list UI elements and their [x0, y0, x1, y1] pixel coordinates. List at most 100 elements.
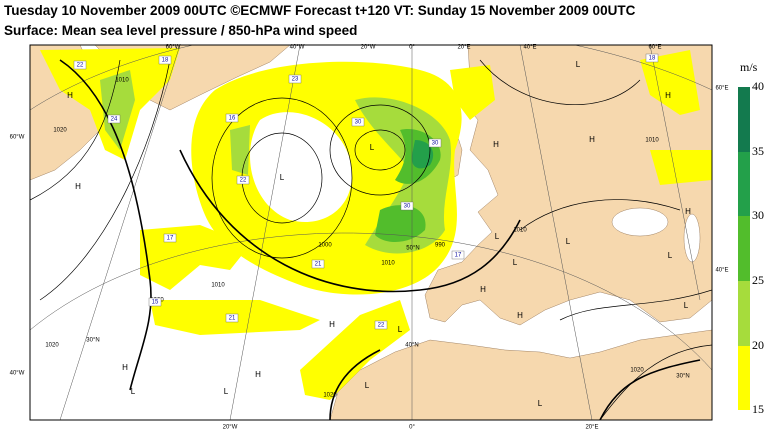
- pressure-center: L: [224, 387, 229, 396]
- colorbar-segment: [738, 216, 750, 281]
- wind-label: 16: [229, 116, 236, 122]
- lon-label: 60°E: [648, 45, 661, 51]
- wind-label: 21: [315, 262, 322, 268]
- legend-level: 35: [752, 144, 764, 158]
- isobar-label: 1020: [323, 393, 337, 399]
- lon-label: 40°W: [290, 45, 305, 51]
- lon-label: 20°W: [223, 425, 238, 431]
- isobar-label: 1010: [645, 138, 659, 144]
- colorbar-segment: [738, 281, 750, 346]
- pressure-center: H: [329, 320, 335, 329]
- wind-label-box: [107, 114, 121, 124]
- grid-label: 30°N: [676, 374, 689, 380]
- grid-label: 50°N: [406, 246, 419, 252]
- pressure-center: L: [370, 143, 375, 152]
- subtitle: Surface: Mean sea level pressure / 850-h…: [4, 23, 357, 38]
- wind-label: 24: [111, 117, 118, 123]
- wind-label-box: [225, 113, 239, 123]
- pressure-center: H: [67, 91, 73, 100]
- wind-15-20: [450, 50, 712, 185]
- legend-level: 40: [752, 79, 764, 93]
- wind-label-box: [163, 233, 177, 243]
- wind-labels: 22 18 23 16 22 17 21 21 15 24 30 30 30 17 18 22: [73, 53, 659, 330]
- caspian-sea: [683, 213, 701, 263]
- lat-label: 40°W: [10, 371, 25, 377]
- isobar-label: 1020: [53, 128, 67, 134]
- isobar-label: 990: [435, 243, 446, 249]
- pressure-center: H: [480, 285, 486, 294]
- pressure-center: H: [589, 135, 595, 144]
- isobar-label: 1020: [45, 343, 59, 349]
- lon-label: 20°E: [457, 45, 470, 51]
- wind-label-box: [225, 313, 239, 323]
- wind-label-box: [374, 320, 388, 330]
- wind-label-box: [158, 55, 172, 65]
- legend-level: 30: [752, 208, 764, 222]
- pressure-center: L: [576, 60, 581, 69]
- wind-label: 18: [649, 56, 656, 62]
- pressure-center: L: [566, 237, 571, 246]
- pressure-centers: L H H L L H H H L L L L H H L H L L L H H H L L: [67, 60, 691, 408]
- colorbar-segment: [738, 87, 750, 152]
- wind-label: 22: [77, 63, 84, 69]
- lat-label: 60°W: [10, 135, 25, 141]
- isobar-1020: [59, 59, 701, 420]
- wind-label-box: [428, 138, 442, 148]
- legend-level: 20: [752, 338, 764, 352]
- wind-20-25: [100, 70, 250, 175]
- pressure-center: L: [668, 251, 673, 260]
- isobar: [30, 59, 712, 420]
- wind-label: 17: [167, 236, 174, 242]
- lat-label: 40°E: [715, 268, 728, 274]
- map-frame: [29, 44, 713, 421]
- pressure-center: H: [493, 140, 499, 149]
- colorbar-segment: [738, 346, 750, 410]
- pressure-center: L: [513, 258, 518, 267]
- lon-label: 0°: [409, 45, 415, 51]
- legend-level: 15: [752, 402, 764, 416]
- isobar-label: 1020: [630, 368, 644, 374]
- isobar-label: 1010: [115, 78, 129, 84]
- isobar-label: 1000: [318, 243, 332, 249]
- pressure-center: L: [495, 232, 500, 241]
- wind-label: 17: [455, 253, 462, 259]
- lon-label: 20°W: [361, 45, 376, 51]
- pressure-center: H: [255, 370, 261, 379]
- wind-label: 21: [229, 316, 236, 322]
- wind-label-box: [400, 201, 414, 211]
- black-sea: [611, 207, 669, 237]
- land-africa: [329, 329, 712, 420]
- colorbar-segment: [738, 152, 750, 216]
- pressure-center: L: [365, 381, 370, 390]
- wind-label: 15: [152, 300, 159, 306]
- pressure-center: L: [280, 173, 285, 182]
- isobar: [211, 97, 431, 259]
- legend-level: 25: [752, 273, 764, 287]
- colorbar: m/s 15 20 25 30 35 40: [738, 60, 764, 416]
- pressure-center: L: [684, 301, 689, 310]
- wind-label: 22: [240, 178, 247, 184]
- lon-label: 60°W: [166, 45, 181, 51]
- wind-label-box: [148, 297, 162, 307]
- wind-label: 23: [292, 77, 299, 83]
- isobar-label: 1010: [211, 283, 225, 289]
- pressure-center: H: [122, 363, 128, 372]
- isobar-label: 1010: [513, 228, 527, 234]
- map-area: [30, 45, 712, 420]
- wind-label-box: [236, 175, 250, 185]
- grid-label: 30°N: [86, 338, 99, 344]
- wind-label-box: [73, 60, 87, 70]
- grid-label: 40°N: [405, 343, 418, 349]
- pressure-center: H: [517, 311, 523, 320]
- title: Tuesday 10 November 2009 00UTC ©ECMWF Fo…: [4, 3, 636, 18]
- wind-label-box: [351, 117, 365, 127]
- wind-label-box: [645, 53, 659, 63]
- pressure-center: L: [538, 399, 543, 408]
- wind-label: 22: [378, 323, 385, 329]
- wind-label-box: [288, 74, 302, 84]
- lon-label: 0°: [409, 425, 415, 431]
- lon-label: 20°E: [585, 425, 598, 431]
- isobar-label: 1010: [381, 261, 395, 267]
- pressure-center: H: [665, 91, 671, 100]
